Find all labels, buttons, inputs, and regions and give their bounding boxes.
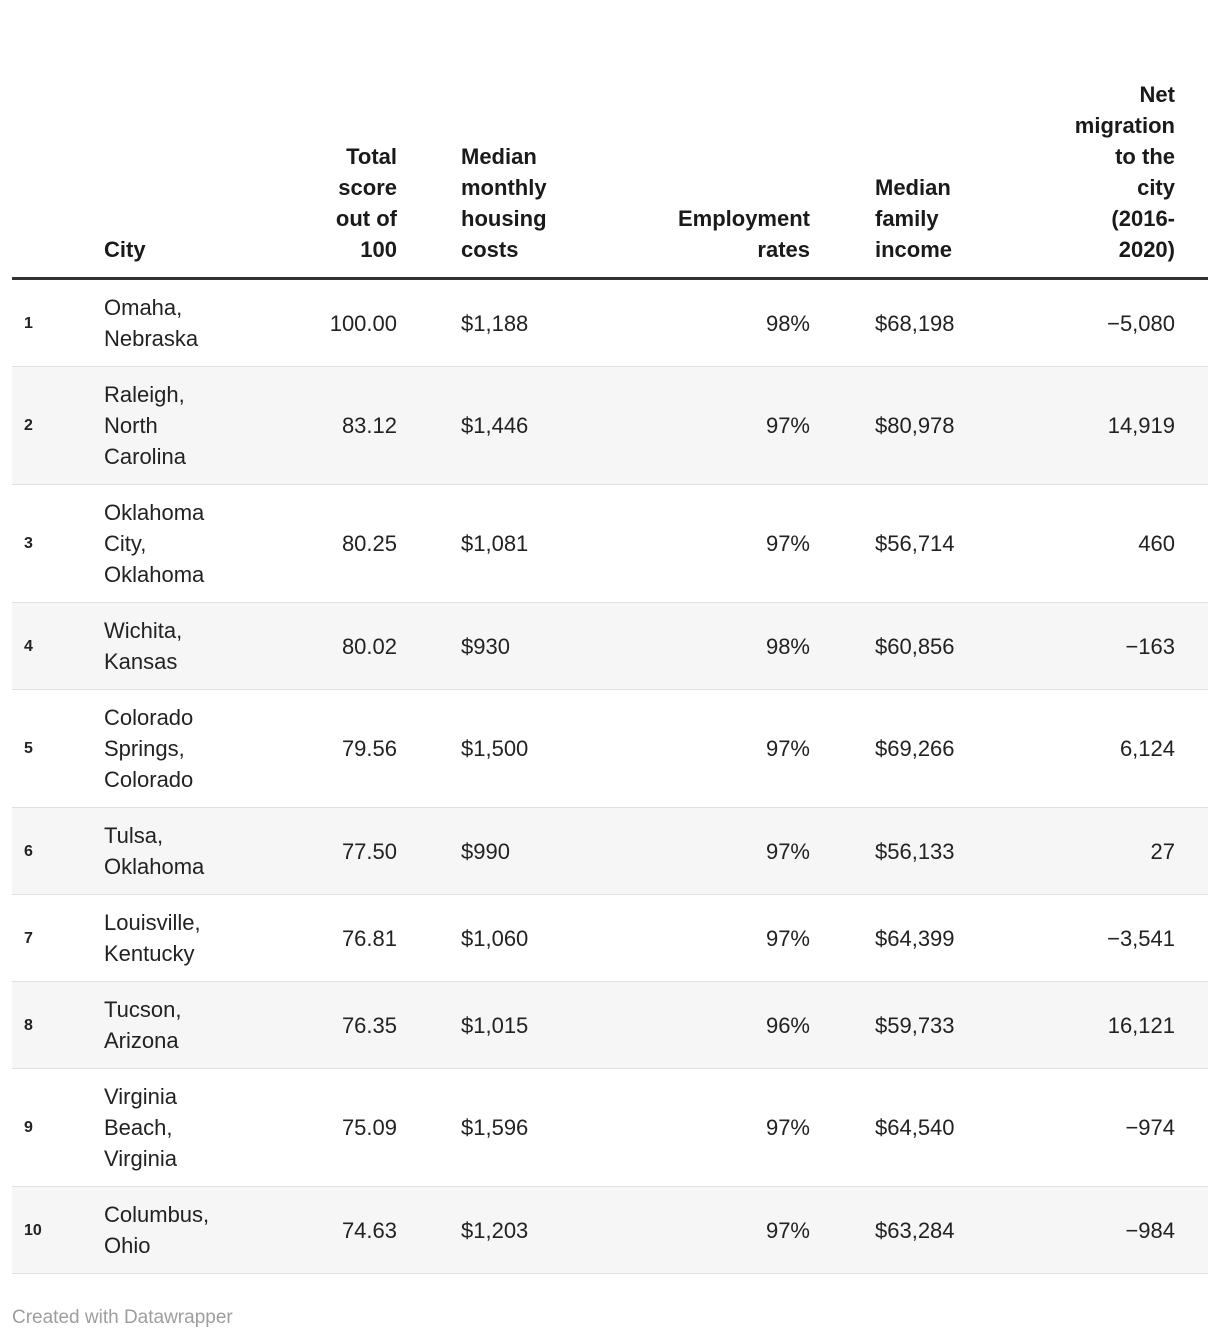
employment-cell: 97%: [765, 531, 810, 556]
score-cell: 79.56: [341, 736, 397, 761]
income-cell: $80,978: [875, 413, 955, 438]
migration-cell: −974: [1125, 1115, 1175, 1140]
employment-cell: 97%: [765, 838, 810, 864]
city-cell: Louisville, Kentucky: [104, 910, 201, 966]
city-cell: Wichita, Kansas: [104, 618, 183, 674]
score-cell: 76.81: [341, 925, 397, 951]
income-cell: $59,733: [875, 1012, 955, 1038]
city-cell: Colorado Springs, Colorado: [104, 705, 194, 792]
rank-cell: 7: [24, 929, 33, 947]
table-row: 6 Tulsa, Oklahoma 77.50 $990 97% $56,133…: [12, 807, 1208, 895]
city-cell: Columbus, Ohio: [104, 1202, 210, 1258]
income-cell: $56,133: [875, 838, 955, 864]
housing-cell: $1,596: [461, 1115, 529, 1140]
income-cell: $60,856: [875, 633, 955, 659]
column-header-employment-rates: Employment rates: [650, 0, 810, 280]
housing-cell: $1,446: [461, 413, 529, 438]
income-cell: $69,266: [875, 736, 955, 761]
table-row: 7 Louisville, Kentucky 76.81 $1,060 97% …: [12, 894, 1208, 982]
rank-cell: 5: [24, 740, 33, 757]
city-cell: Omaha, Nebraska: [104, 295, 199, 351]
rank-cell: 3: [24, 535, 33, 552]
housing-cell: $1,203: [461, 1217, 529, 1243]
employment-cell: 97%: [765, 413, 810, 438]
housing-cell: $930: [461, 633, 510, 659]
table-header: City Total score out of 100 Median month…: [12, 0, 1208, 280]
table-row: 3 Oklahoma City, Oklahoma 80.25 $1,081 9…: [12, 484, 1208, 603]
migration-cell: 27: [1150, 838, 1175, 864]
rank-cell: 6: [24, 842, 33, 860]
employment-cell: 97%: [765, 1115, 810, 1140]
score-cell: 80.02: [341, 633, 397, 659]
employment-cell: 97%: [765, 736, 810, 761]
migration-cell: −3,541: [1107, 925, 1175, 951]
city-cell: Oklahoma City, Oklahoma: [104, 500, 205, 587]
column-header-total-score: Total score out of 100: [310, 0, 397, 280]
score-cell: 74.63: [341, 1217, 397, 1243]
column-header-rank: [12, 0, 88, 280]
income-cell: $63,284: [875, 1217, 955, 1243]
employment-cell: 98%: [765, 310, 810, 336]
rank-cell: 9: [24, 1119, 33, 1136]
income-cell: $68,198: [875, 310, 955, 336]
employment-cell: 97%: [765, 925, 810, 951]
column-header-city: City: [88, 0, 310, 280]
migration-cell: 6,124: [1119, 736, 1175, 761]
housing-cell: $990: [461, 838, 510, 864]
score-cell: 83.12: [341, 413, 397, 438]
score-cell: 100.00: [329, 310, 397, 336]
income-cell: $56,714: [875, 531, 955, 556]
city-ranking-table: City Total score out of 100 Median month…: [12, 0, 1208, 1274]
score-cell: 75.09: [341, 1115, 397, 1140]
rank-cell: 10: [24, 1221, 42, 1239]
column-header-net-migration: Net migration to the city (2016- 2020): [995, 0, 1208, 280]
score-cell: 80.25: [341, 531, 397, 556]
employment-cell: 96%: [765, 1012, 810, 1038]
migration-cell: 14,919: [1107, 413, 1175, 438]
column-header-family-income: Median family income: [810, 0, 995, 280]
migration-cell: −5,080: [1107, 310, 1175, 336]
city-cell: Virginia Beach, Virginia: [104, 1084, 177, 1171]
housing-cell: $1,015: [461, 1012, 529, 1038]
housing-cell: $1,060: [461, 925, 529, 951]
table-row: 10 Columbus, Ohio 74.63 $1,203 97% $63,2…: [12, 1186, 1208, 1274]
rank-cell: 4: [24, 637, 33, 655]
migration-cell: 16,121: [1107, 1012, 1175, 1038]
employment-cell: 97%: [765, 1217, 810, 1243]
city-cell: Tucson, Arizona: [104, 997, 182, 1053]
table-row: 4 Wichita, Kansas 80.02 $930 98% $60,856…: [12, 602, 1208, 690]
table-row: 9 Virginia Beach, Virginia 75.09 $1,596 …: [12, 1068, 1208, 1187]
rank-cell: 1: [24, 314, 33, 332]
header-row: City Total score out of 100 Median month…: [12, 0, 1208, 280]
housing-cell: $1,188: [461, 310, 529, 336]
column-header-housing-costs: Median monthly housing costs: [397, 0, 650, 280]
table-row: 5 Colorado Springs, Colorado 79.56 $1,50…: [12, 689, 1208, 808]
score-cell: 77.50: [341, 838, 397, 864]
city-cell: Raleigh, North Carolina: [104, 382, 186, 469]
employment-cell: 98%: [765, 633, 810, 659]
table-row: 8 Tucson, Arizona 76.35 $1,015 96% $59,7…: [12, 981, 1208, 1069]
income-cell: $64,399: [875, 925, 955, 951]
housing-cell: $1,500: [461, 736, 529, 761]
income-cell: $64,540: [875, 1115, 955, 1140]
score-cell: 76.35: [341, 1012, 397, 1038]
migration-cell: 460: [1138, 531, 1175, 556]
rank-cell: 8: [24, 1016, 33, 1034]
rank-cell: 2: [24, 417, 33, 434]
city-cell: Tulsa, Oklahoma: [104, 823, 205, 879]
housing-cell: $1,081: [461, 531, 529, 556]
datawrapper-credit-link[interactable]: Created with Datawrapper: [12, 1307, 233, 1328]
table-body: 1 Omaha, Nebraska 100.00 $1,188 98% $68,…: [12, 278, 1208, 1274]
table-row: 1 Omaha, Nebraska 100.00 $1,188 98% $68,…: [12, 278, 1208, 367]
table-row: 2 Raleigh, North Carolina 83.12 $1,446 9…: [12, 366, 1208, 485]
migration-cell: −984: [1125, 1217, 1175, 1243]
migration-cell: −163: [1125, 633, 1175, 659]
